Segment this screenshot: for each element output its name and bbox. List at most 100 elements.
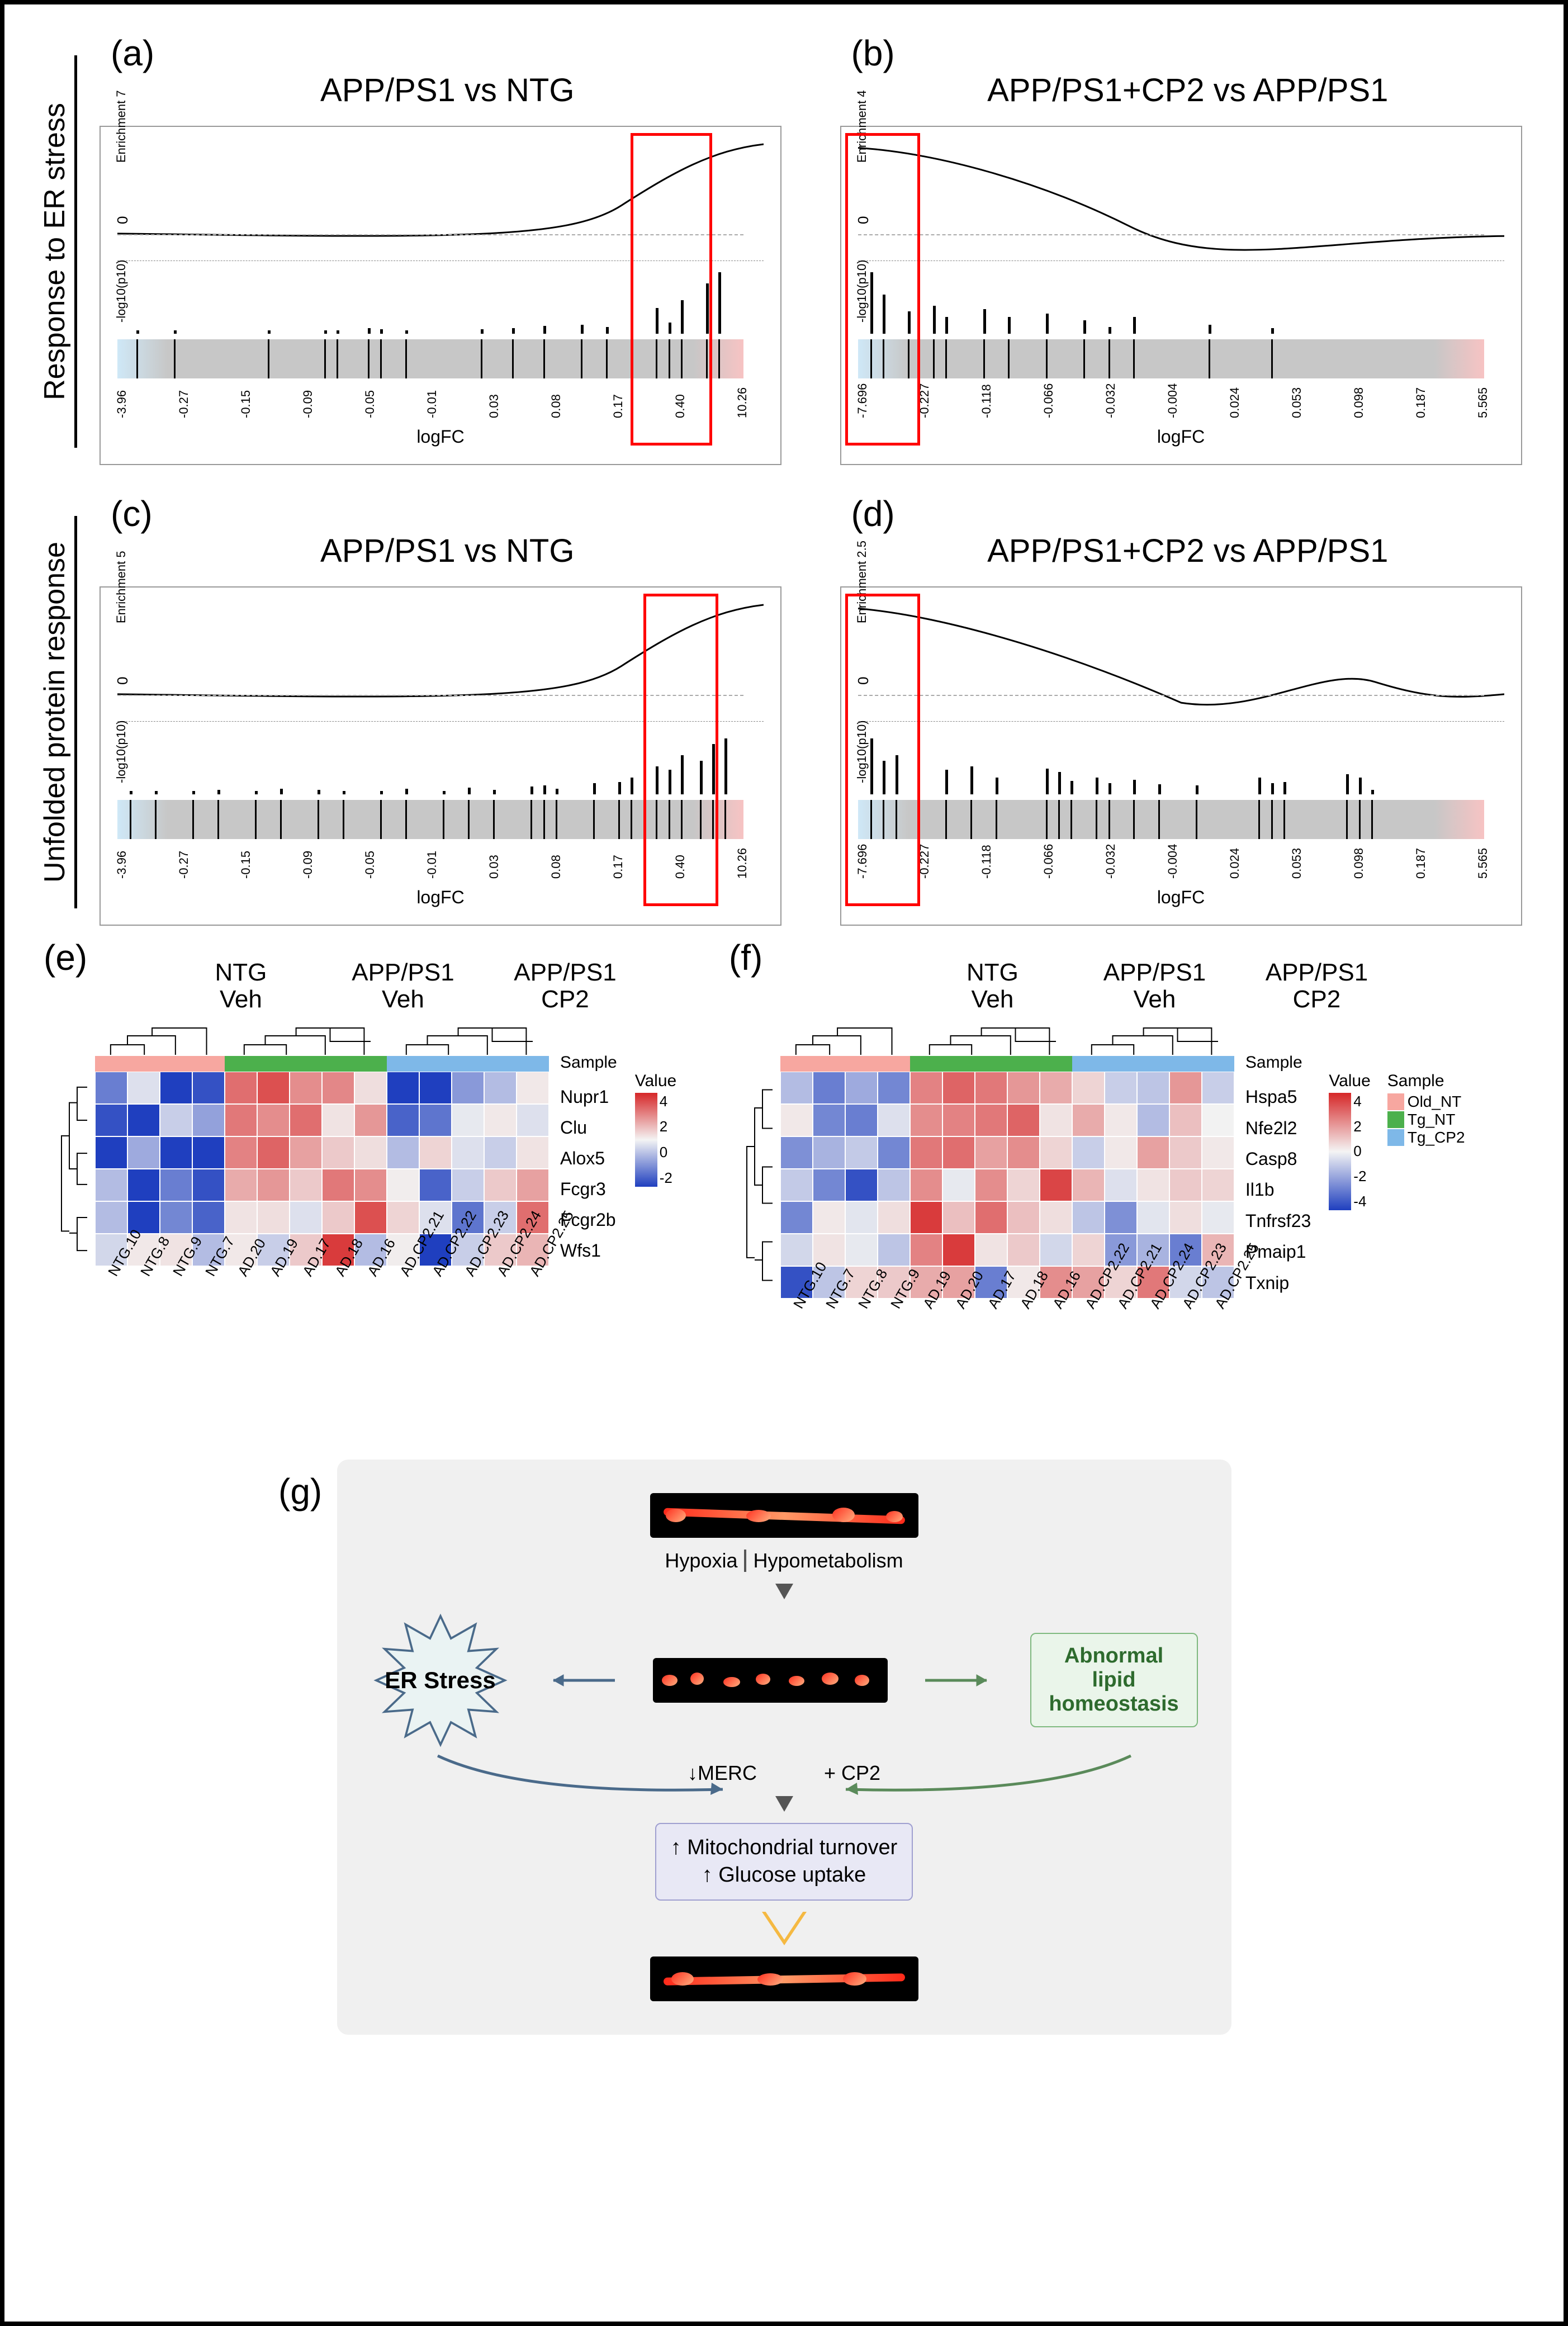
band-tick xyxy=(1283,800,1285,839)
hm-cell xyxy=(322,1072,354,1104)
hm-cell xyxy=(225,1104,257,1136)
label-hypometabolism: Hypometabolism xyxy=(753,1549,903,1572)
band-tick xyxy=(996,800,997,839)
legend-tick: 0 xyxy=(660,1144,672,1161)
panel-a: (a) APP/PS1 vs NTG 0Enrichment 7-log10(p… xyxy=(100,38,795,465)
band-tick xyxy=(530,800,532,839)
xtick: -0.118 xyxy=(979,413,991,418)
barcode-c: 0Enrichment 5-log10(p10)-3.96-0.27-0.15-… xyxy=(100,586,795,926)
rug-tick xyxy=(130,791,132,794)
hm-cell xyxy=(942,1169,975,1201)
hm-cell xyxy=(1040,1234,1072,1266)
hm-cell xyxy=(225,1072,257,1104)
row-ab: Response to ER stress (a) APP/PS1 vs NTG… xyxy=(32,38,1536,465)
hm-cell xyxy=(1137,1169,1169,1201)
panel-letter-e: (e) xyxy=(44,937,87,978)
hm-cell xyxy=(290,1104,322,1136)
band-tick xyxy=(618,800,620,839)
band-tick xyxy=(1133,339,1135,378)
sample-bar-segment xyxy=(387,1056,549,1072)
hm-cell xyxy=(942,1072,975,1104)
hm-cell xyxy=(354,1201,387,1234)
hm-cell xyxy=(484,1136,517,1169)
rug-tick xyxy=(1271,328,1274,334)
rug-tick xyxy=(1346,774,1349,794)
rug-tick xyxy=(618,782,621,794)
rug-tick xyxy=(174,330,177,334)
rug-tick xyxy=(1271,783,1274,794)
hm-cell xyxy=(1040,1136,1072,1169)
sample-legend-item: Tg_NT xyxy=(1387,1111,1465,1129)
hm-xlabel: AD.16 xyxy=(364,1271,442,1315)
sample-bar-segment xyxy=(225,1056,387,1072)
hm-cell xyxy=(160,1201,192,1234)
barcode-band xyxy=(858,800,1484,839)
hm-xlabel: AD.CP2.21 xyxy=(396,1271,474,1315)
heatmap-e: NTG VehAPP/PS1 VehAPP/PS1 CP2NTG.10NTG.8… xyxy=(55,959,718,1360)
hm-cell xyxy=(1072,1169,1105,1201)
hm-cell xyxy=(1105,1136,1137,1169)
rug-tick xyxy=(481,329,484,334)
hm-cell xyxy=(354,1169,387,1201)
rug-tick xyxy=(1008,317,1011,334)
hm-cell xyxy=(910,1201,942,1234)
er-stress-text: ER Stress xyxy=(385,1667,495,1694)
sample-bar-segment xyxy=(1072,1056,1234,1072)
hm-cell xyxy=(257,1072,290,1104)
band-tick xyxy=(1158,800,1160,839)
arrow-down-icon xyxy=(775,1584,793,1599)
xlabel: logFC xyxy=(858,887,1504,908)
legend-tick: 2 xyxy=(660,1118,672,1135)
hm-group-label: APP/PS1 CP2 xyxy=(1252,959,1381,1013)
hm-xlabel: AD.19 xyxy=(920,1303,997,1348)
hm-xlabel: NTG.9 xyxy=(887,1303,965,1348)
hm-group-labels: NTG VehAPP/PS1 VehAPP/PS1 CP2 xyxy=(774,959,1536,1013)
band-tick xyxy=(945,339,947,378)
legend-tick: 4 xyxy=(660,1093,672,1110)
hm-cell xyxy=(845,1169,878,1201)
rug-tick xyxy=(405,330,408,334)
rug-tick xyxy=(380,791,383,794)
hm-xlabel: AD.20 xyxy=(234,1271,312,1315)
band-tick xyxy=(255,800,257,839)
band-tick xyxy=(933,339,935,378)
xtick: -0.09 xyxy=(301,873,312,879)
rug-tick xyxy=(217,790,220,794)
hm-cell xyxy=(942,1136,975,1169)
band-tick xyxy=(543,339,545,378)
xtick: -0.066 xyxy=(1041,413,1053,418)
hm-cell xyxy=(127,1072,160,1104)
panel-c: (c) APP/PS1 vs NTG 0Enrichment 5-log10(p… xyxy=(100,499,795,926)
rug-tick xyxy=(724,738,727,794)
hm-rowlabel: Hspa5 xyxy=(1245,1087,1311,1107)
figure-frame: Response to ER stress (a) APP/PS1 vs NTG… xyxy=(0,0,1568,2326)
hm-cell xyxy=(160,1169,192,1201)
hm-cell xyxy=(160,1104,192,1136)
hm-xlabel: AD.CP2.25 xyxy=(1211,1303,1289,1348)
arrow-left-icon xyxy=(542,1669,620,1692)
hm-cell xyxy=(1007,1201,1040,1234)
hm-cell xyxy=(1137,1072,1169,1104)
rug-tick xyxy=(337,330,339,334)
hm-cell xyxy=(910,1104,942,1136)
xtick: -0.066 xyxy=(1041,873,1053,879)
hm-rowlabel: Wfs1 xyxy=(560,1240,617,1261)
hm-cell xyxy=(517,1136,549,1169)
rug-tick xyxy=(1070,781,1073,794)
hm-cell xyxy=(910,1136,942,1169)
band-tick xyxy=(581,339,582,378)
band-tick xyxy=(1133,800,1135,839)
panel-pair-ab: (a) APP/PS1 vs NTG 0Enrichment 7-log10(p… xyxy=(100,38,1536,465)
hm-cell xyxy=(910,1234,942,1266)
hm-cell xyxy=(910,1169,942,1201)
hm-rowlabel: Alox5 xyxy=(560,1148,617,1169)
arrow-down-icon xyxy=(775,1796,793,1812)
enrichment-curve xyxy=(858,599,1504,721)
band-tick xyxy=(1109,339,1110,378)
rug-tick xyxy=(1096,778,1098,794)
xtick: -0.004 xyxy=(1166,413,1177,418)
red-highlight-box xyxy=(845,133,920,446)
hm-cell xyxy=(95,1104,127,1136)
hm-cell xyxy=(127,1136,160,1169)
rug-axis-label: -log10(p10) xyxy=(114,259,129,323)
